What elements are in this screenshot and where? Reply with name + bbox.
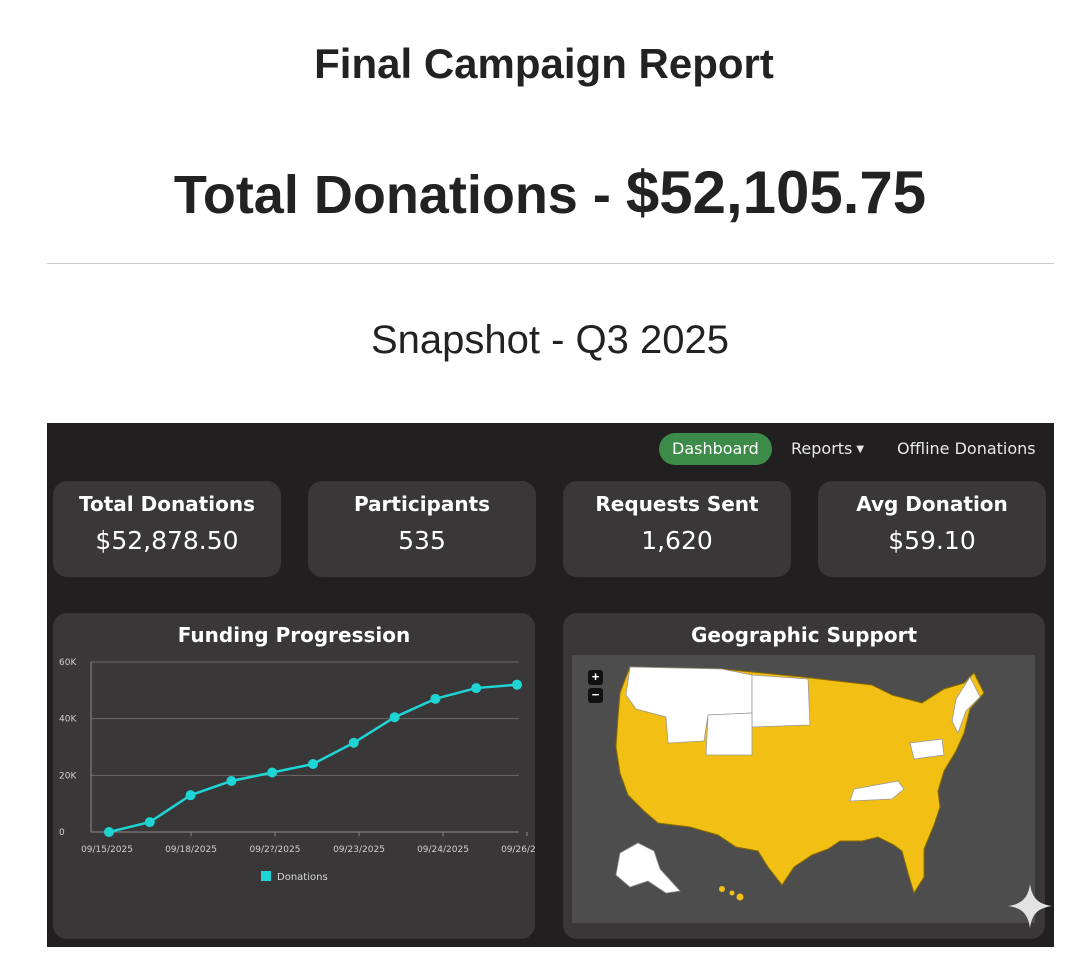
kpi-value: $59.10 — [888, 526, 976, 555]
kpi-label: Participants — [353, 492, 491, 516]
nav-reports[interactable]: Reports ▼ — [791, 433, 864, 465]
kpi-value: 1,620 — [641, 526, 713, 555]
kpi-label: Total Donations — [79, 492, 255, 516]
total-donations-heading: Total Donations - $52,105.75 — [0, 158, 1088, 227]
region-pennsylvania — [909, 738, 945, 760]
y-tick-label: 20K — [59, 771, 77, 781]
region-new-england — [951, 676, 981, 735]
geographic-support-panel: Geographic Support + − — [563, 613, 1045, 939]
kpi-label: Requests Sent — [595, 492, 759, 516]
report-title: Final Campaign Report — [314, 40, 774, 87]
zoom-out-button[interactable]: − — [588, 688, 603, 703]
region-alaska — [615, 842, 681, 894]
region-dakotas — [751, 674, 811, 728]
dashboard-screenshot: Dashboard Reports ▼ Offline Donations Tot… — [47, 423, 1054, 947]
us-map[interactable]: + − — [572, 655, 1035, 923]
x-tick-label: 09/2?/2025 — [250, 845, 301, 855]
y-tick-label: 40K — [59, 715, 77, 725]
region-hawaii — [719, 886, 744, 901]
data-point[interactable] — [348, 737, 359, 748]
nav-reports-label: Reports — [791, 439, 853, 458]
data-point[interactable] — [512, 679, 522, 690]
region-northwest — [625, 666, 753, 744]
x-tick-label: 09/26/2025 — [501, 845, 535, 855]
total-donations-amount: $52,105.75 — [625, 159, 927, 226]
funding-progression-panel: Funding Progression 0 20K 40K 60K 09/15/202… — [53, 613, 535, 939]
data-point[interactable] — [144, 817, 155, 828]
divider — [47, 263, 1054, 264]
data-point[interactable] — [226, 776, 237, 786]
kpi-card-total-donations: Total Donations $52,878.50 — [53, 481, 281, 577]
data-point[interactable] — [430, 693, 441, 704]
y-tick-label: 0 — [59, 828, 65, 838]
us-map-svg — [615, 666, 985, 901]
y-tick-label: 60K — [59, 658, 77, 668]
total-donations-label: Total Donations - — [173, 165, 611, 225]
legend-label: Donations — [277, 872, 328, 883]
kpi-card-avg-donation: Avg Donation $59.10 — [818, 481, 1046, 577]
kpi-value: $52,878.50 — [95, 526, 239, 555]
data-point[interactable] — [267, 767, 278, 778]
kpi-label: Avg Donation — [856, 492, 1008, 516]
kpi-card-requests-sent: Requests Sent 1,620 — [563, 481, 791, 577]
region-kentucky — [849, 780, 905, 802]
legend-swatch — [261, 871, 271, 881]
data-point[interactable] — [185, 790, 196, 801]
nav-offline-donations[interactable]: Offline Donations — [897, 439, 1036, 458]
x-tick-label: 09/15/2025 — [81, 845, 133, 855]
x-tick-label: 09/24/2025 — [417, 845, 469, 855]
sparkle-icon — [1008, 884, 1052, 928]
x-tick-label: 09/23/2025 — [333, 845, 385, 855]
region-wyoming — [705, 712, 753, 756]
donations-series-line — [108, 683, 518, 834]
nav-dashboard[interactable]: Dashboard — [659, 433, 772, 465]
funding-progression-title: Funding Progression — [177, 623, 411, 647]
chevron-down-icon: ▼ — [856, 443, 865, 455]
funding-progression-chart: 0 20K 40K 60K 09/15/2025 09/18/2025 09/2?/202… — [59, 658, 535, 883]
data-point[interactable] — [104, 827, 114, 837]
data-point[interactable] — [471, 683, 482, 694]
geographic-support-title: Geographic Support — [690, 623, 918, 647]
zoom-in-button[interactable]: + — [588, 670, 603, 685]
x-tick-label: 09/18/2025 — [165, 845, 217, 855]
data-point[interactable] — [389, 712, 400, 723]
snapshot-subtitle: Snapshot - Q3 2025 — [370, 318, 730, 362]
data-point[interactable] — [308, 759, 318, 769]
kpi-value: 535 — [398, 526, 446, 555]
kpi-card-participants: Participants 535 — [308, 481, 536, 577]
